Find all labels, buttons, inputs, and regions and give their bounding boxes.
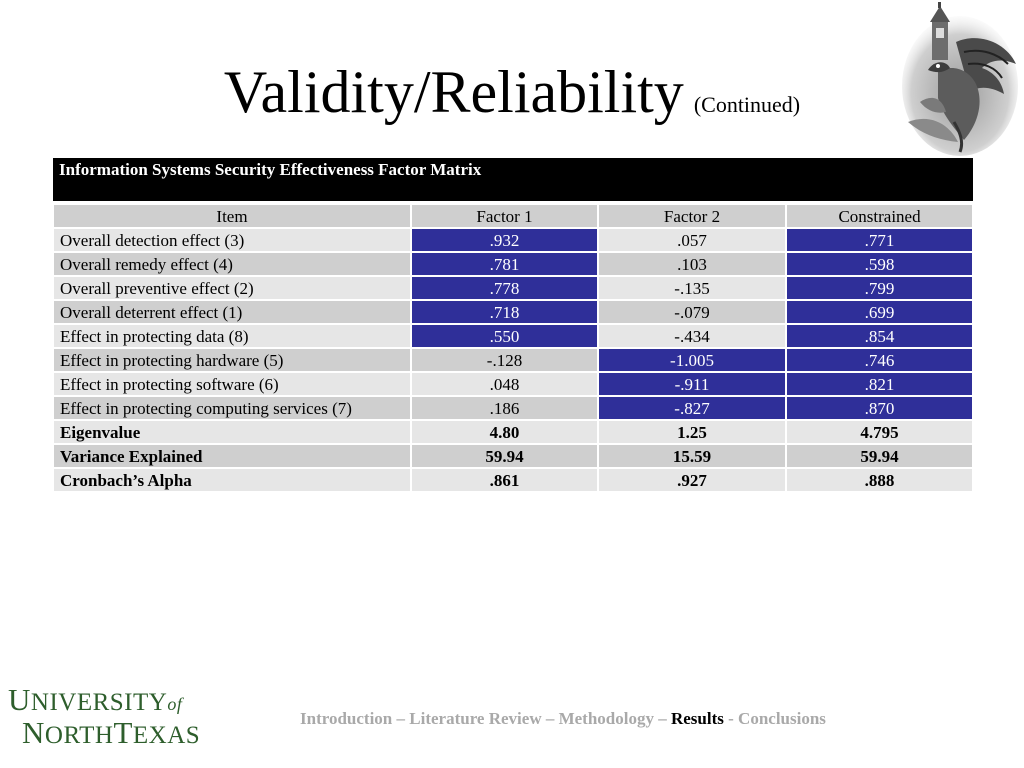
- factor2-cell: -.135: [597, 275, 787, 301]
- factor2-cell: .103: [597, 251, 787, 277]
- factor1-cell: 59.94: [410, 443, 599, 469]
- factor1-cell: .186: [410, 395, 599, 421]
- factor2-cell: 1.25: [597, 419, 787, 445]
- item-cell: Effect in protecting software (6): [52, 371, 412, 397]
- column-header-item: Item: [52, 202, 412, 229]
- summary-row-variance: Variance Explained 59.94 15.59 59.94: [52, 443, 975, 469]
- slide-title: Validity/Reliability (Continued): [0, 62, 1024, 122]
- table-row: Overall preventive effect (2) .778 -.135…: [52, 275, 975, 301]
- constrained-cell: .699: [784, 299, 975, 325]
- column-header-constrained: Constrained: [784, 202, 975, 229]
- item-cell: Cronbach’s Alpha: [52, 467, 412, 493]
- factor-matrix-table: Information Systems Security Effectivene…: [52, 158, 975, 493]
- factor1-cell: .781: [410, 251, 599, 277]
- factor2-cell: -.911: [597, 371, 787, 397]
- eagle-tower-emblem-icon: [902, 2, 1018, 156]
- factor1-cell: 4.80: [410, 419, 599, 445]
- factor1-cell: .048: [410, 371, 599, 397]
- nav-current-section: Results: [670, 709, 724, 728]
- factor1-cell: .718: [410, 299, 599, 325]
- university-logo: UNIVERSITYof NORTHTEXAS: [8, 684, 200, 748]
- constrained-cell: .771: [784, 227, 975, 253]
- factor2-cell: -1.005: [597, 347, 787, 373]
- table-header-row: Item Factor 1 Factor 2 Constrained: [52, 202, 975, 229]
- item-cell: Variance Explained: [52, 443, 412, 469]
- item-cell: Eigenvalue: [52, 419, 412, 445]
- table-row: Overall remedy effect (4) .781 .103 .598: [52, 251, 975, 277]
- logo-line-north-texas: NORTHTEXAS: [22, 715, 201, 750]
- title-main: Validity/Reliability: [223, 59, 684, 125]
- table-row: Effect in protecting software (6) .048 -…: [52, 371, 975, 397]
- column-header-factor1: Factor 1: [410, 202, 599, 229]
- nav-next-sections: - Conclusions: [723, 709, 826, 728]
- column-header-factor2: Factor 2: [597, 202, 787, 229]
- factor2-cell: 15.59: [597, 443, 787, 469]
- summary-row-eigenvalue: Eigenvalue 4.80 1.25 4.795: [52, 419, 975, 445]
- factor2-cell: -.079: [597, 299, 787, 325]
- table-row: Overall deterrent effect (1) .718 -.079 …: [52, 299, 975, 325]
- item-cell: Effect in protecting data (8): [52, 323, 412, 349]
- factor1-cell: -.128: [410, 347, 599, 373]
- summary-row-cronbach: Cronbach’s Alpha .861 .927 .888: [52, 467, 975, 493]
- factor2-cell: .927: [597, 467, 787, 493]
- factor1-cell: .932: [410, 227, 599, 253]
- constrained-cell: .870: [784, 395, 975, 421]
- table-row: Effect in protecting computing services …: [52, 395, 975, 421]
- factor1-cell: .861: [410, 467, 599, 493]
- constrained-cell: .598: [784, 251, 975, 277]
- factor2-cell: -.434: [597, 323, 787, 349]
- constrained-cell: 4.795: [784, 419, 975, 445]
- factor1-cell: .778: [410, 275, 599, 301]
- logo-line-university: UNIVERSITYof: [8, 682, 183, 717]
- item-cell: Overall remedy effect (4): [52, 251, 412, 277]
- table-row: Overall detection effect (3) .932 .057 .…: [52, 227, 975, 253]
- table-row: Effect in protecting data (8) .550 -.434…: [52, 323, 975, 349]
- constrained-cell: .746: [784, 347, 975, 373]
- table-row: Effect in protecting hardware (5) -.128 …: [52, 347, 975, 373]
- item-cell: Effect in protecting computing services …: [52, 395, 412, 421]
- item-cell: Overall detection effect (3): [52, 227, 412, 253]
- item-cell: Effect in protecting hardware (5): [52, 347, 412, 373]
- item-cell: Overall preventive effect (2): [52, 275, 412, 301]
- title-subtitle: (Continued): [693, 92, 801, 117]
- constrained-cell: .821: [784, 371, 975, 397]
- section-navigation: Introduction – Literature Review – Metho…: [300, 709, 826, 729]
- factor2-cell: .057: [597, 227, 787, 253]
- constrained-cell: .888: [784, 467, 975, 493]
- item-cell: Overall deterrent effect (1): [52, 299, 412, 325]
- table-caption: Information Systems Security Effectivene…: [53, 158, 974, 205]
- constrained-cell: .854: [784, 323, 975, 349]
- constrained-cell: .799: [784, 275, 975, 301]
- factor2-cell: -.827: [597, 395, 787, 421]
- constrained-cell: 59.94: [784, 443, 975, 469]
- factor1-cell: .550: [410, 323, 599, 349]
- nav-previous-sections: Introduction – Literature Review – Metho…: [300, 709, 671, 728]
